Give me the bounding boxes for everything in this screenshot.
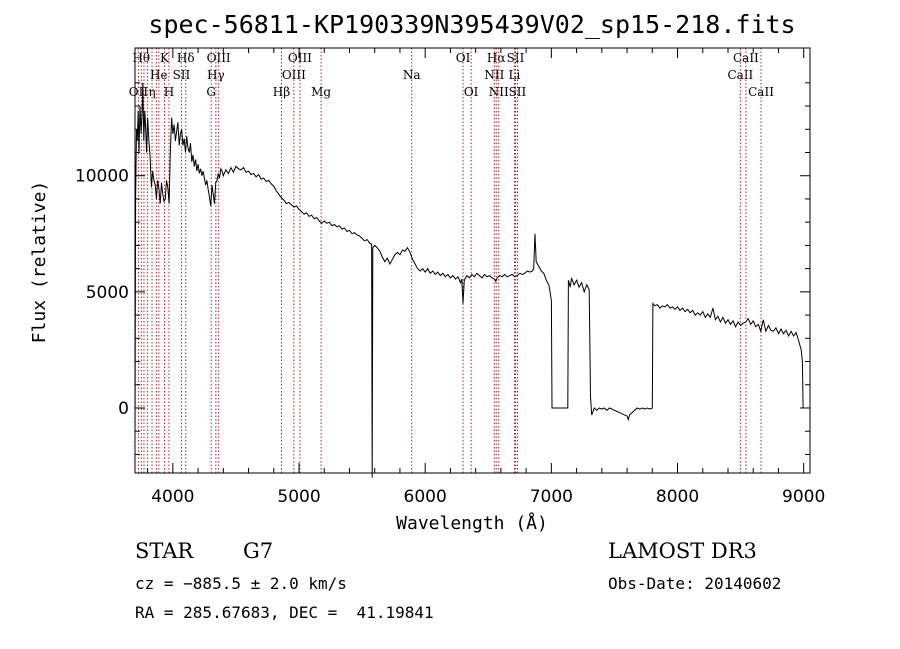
obs-date: Obs-Date: 20140602 xyxy=(608,574,782,593)
marker-label-11: G xyxy=(206,85,216,99)
marker-label-20: OI xyxy=(464,85,479,99)
marker-label-22: Hα xyxy=(487,51,506,65)
marker-label-10: Hδ xyxy=(177,51,195,65)
marker-label-18: Na xyxy=(403,68,421,82)
marker-label-25: SII xyxy=(507,51,525,65)
marker-label-29: CaII xyxy=(748,85,774,99)
y-axis: 0 5000 10000 xyxy=(75,82,810,455)
marker-label-12: Hγ xyxy=(207,68,225,82)
marker-label-7: K xyxy=(160,51,170,65)
x-tick-label-4000: 4000 xyxy=(151,487,194,507)
object-subclass: G7 xyxy=(243,539,274,563)
y-tick-label-10000: 10000 xyxy=(75,167,129,187)
marker-label-1: Hθ xyxy=(132,51,150,65)
marker-label-9: SII xyxy=(173,68,191,82)
y-tick-label-0: 0 xyxy=(118,399,129,419)
y-axis-label: Flux (relative) xyxy=(29,181,50,344)
x-axis: 4000 5000 6000 7000 8000 9000 xyxy=(147,48,825,507)
marker-label-16: OIII xyxy=(288,51,312,65)
marker-label-17: Mg xyxy=(311,85,331,99)
marker-label-19: OI xyxy=(456,51,471,65)
marker-label-24: Li xyxy=(508,68,520,82)
marker-label-0: OII xyxy=(129,85,149,99)
object-class: STAR xyxy=(135,539,194,563)
marker-label-4: η xyxy=(148,85,155,99)
x-tick-label-9000: 9000 xyxy=(782,487,825,507)
marker-label-13: OIII xyxy=(207,51,231,65)
ra-dec-readout: RA = 285.67683, DEC = 41.19841 xyxy=(135,603,434,622)
x-tick-label-7000: 7000 xyxy=(530,487,573,507)
chart-title: spec-56811-KP190339N395439V02_sp15-218.f… xyxy=(148,10,795,39)
spectrum-chart: spec-56811-KP190339N395439V02_sp15-218.f… xyxy=(29,10,825,534)
x-tick-label-6000: 6000 xyxy=(404,487,447,507)
marker-label-15: OIII xyxy=(282,68,306,82)
x-axis-label: Wavelength (Å) xyxy=(396,512,548,534)
plot-frame xyxy=(134,47,811,474)
marker-label-26: SII xyxy=(509,85,527,99)
x-tick-label-5000: 5000 xyxy=(277,487,320,507)
marker-label-6: He xyxy=(150,68,168,82)
spectral-line-markers: OII Hθ η He K H SII Hδ G Hγ OIII Hβ OIII OIII Mg Na OI OI… xyxy=(129,48,774,473)
x-tick-label-8000: 8000 xyxy=(656,487,699,507)
survey-name: LAMOST DR3 xyxy=(608,539,757,563)
marker-label-28: CaII xyxy=(733,51,759,65)
y-tick-label-5000: 5000 xyxy=(86,283,129,303)
flux-series-line xyxy=(134,82,804,478)
marker-label-14: Hβ xyxy=(273,85,290,99)
marker-label-23: NII xyxy=(489,85,509,99)
marker-label-27: CaII xyxy=(727,68,753,82)
marker-label-8: H xyxy=(164,85,174,99)
marker-label-21: NII xyxy=(484,68,504,82)
redshift-readout: cz = −885.5 ± 2.0 km/s xyxy=(135,574,347,593)
